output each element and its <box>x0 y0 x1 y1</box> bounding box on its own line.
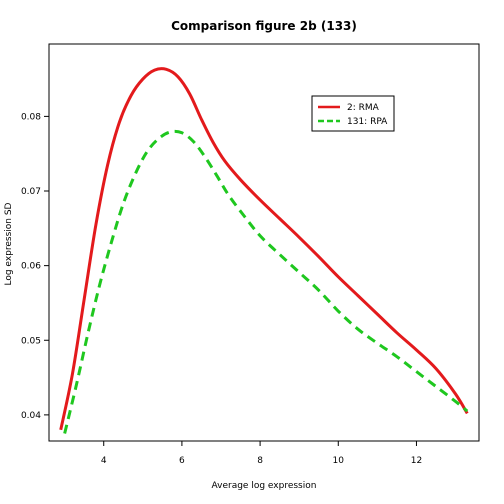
legend-box <box>311 95 395 132</box>
x-tick-label: 8 <box>257 456 263 466</box>
x-axis-label: Average log expression <box>212 481 317 491</box>
y-tick-label: 0.06 <box>21 262 41 272</box>
series-layer <box>59 67 469 434</box>
y-tick-label: 0.05 <box>21 336 41 346</box>
legend: 2: RMA 131: RPA <box>311 95 395 132</box>
chart-title: Comparison figure 2b (133) <box>171 19 357 33</box>
x-tick-label: 12 <box>411 456 422 466</box>
y-tick-label: 0.07 <box>21 187 41 197</box>
series-line-2 <box>63 129 469 434</box>
y-tick-label: 0.04 <box>21 411 41 421</box>
legend-label-1: 2: RMA <box>347 103 380 113</box>
x-tick-label: 6 <box>179 456 185 466</box>
x-tick-label: 4 <box>101 456 107 466</box>
series-line-1 <box>59 67 469 431</box>
x-tick-label: 10 <box>333 456 345 466</box>
y-tick-label: 0.08 <box>21 112 41 122</box>
y-axis: 0.04 0.05 0.06 0.07 0.08 <box>21 112 49 421</box>
plot-frame <box>48 43 480 442</box>
legend-label-2: 131: RPA <box>347 117 388 127</box>
x-axis: 4 6 8 10 12 <box>101 441 422 466</box>
y-axis-label: Log expression SD <box>4 202 14 285</box>
